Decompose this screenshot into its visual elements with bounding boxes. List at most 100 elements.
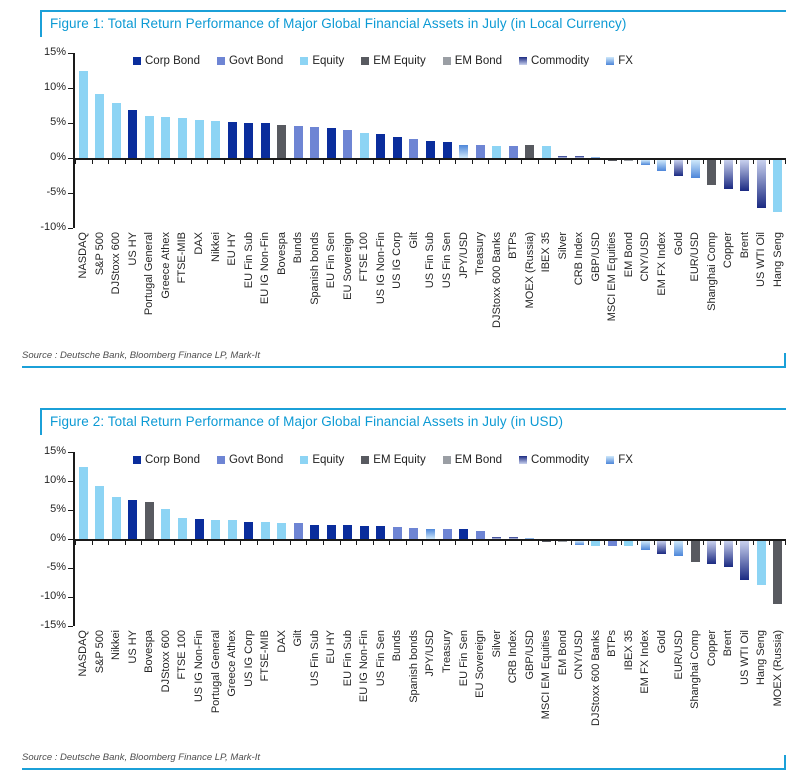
bar-djstoxx-600	[111, 103, 121, 158]
x-axis-label-text: Treasury	[441, 630, 454, 673]
legend-swatch-corp-icon	[133, 57, 141, 65]
x-axis-label-s-p-500: S&P 500	[92, 630, 109, 744]
bar-gbp-usd	[525, 538, 535, 539]
x-axis-label-us-fin-sen: US Fin Sen	[439, 232, 456, 346]
figure-1-plot-area: Corp Bond Govt Bond Equity EM Equity EM Bond…	[68, 52, 786, 229]
bar-greece-athex	[161, 116, 171, 158]
x-tick	[372, 160, 374, 164]
x-axis-label-text: Copper	[705, 630, 718, 667]
bar-treasury	[442, 528, 452, 539]
x-axis-label-text: US IG Corp	[391, 232, 404, 289]
x-axis-label-spanish-bonds: Spanish bonds	[406, 630, 423, 744]
y-tick-label: 15%	[43, 46, 66, 58]
bar-shanghai-comp	[707, 160, 717, 186]
bar-silver	[558, 155, 568, 158]
bar-us-fin-sub	[426, 140, 435, 158]
x-tick	[91, 160, 93, 164]
legend-swatch-em_equity-icon	[361, 456, 370, 464]
x-axis-label-text: Spanish bonds	[308, 232, 321, 305]
legend-label: FX	[618, 454, 633, 466]
x-axis-label-gilt: Gilt	[406, 232, 423, 346]
x-tick	[306, 541, 308, 545]
y-tick	[68, 596, 73, 598]
x-axis-label-djstoxx-600: DJStoxx 600	[158, 630, 175, 744]
x-axis-label-text: US IG Non-Fin	[193, 630, 205, 703]
legend-swatch-corp-icon	[133, 456, 141, 464]
bar-brent	[723, 541, 733, 567]
x-tick	[323, 541, 325, 545]
x-tick	[108, 160, 110, 164]
bar-spanish-bonds	[310, 126, 320, 158]
x-axis-label-text: EU Fin Sen	[325, 232, 338, 289]
x-axis-label-text: US HY	[126, 232, 139, 266]
x-tick	[108, 541, 110, 545]
x-axis-label-gilt: Gilt	[290, 630, 307, 744]
x-tick	[207, 160, 209, 164]
x-tick	[157, 541, 159, 545]
bar-hang-seng	[773, 160, 783, 212]
legend-swatch-equity-icon	[300, 57, 309, 65]
x-axis-label-text: JPY/USD	[457, 232, 470, 279]
bar-treasury	[475, 145, 485, 158]
x-tick	[637, 160, 639, 164]
x-axis-label-text: US IG Non-Fin	[374, 232, 387, 305]
legend-swatch-commodity-icon	[519, 57, 528, 65]
bar-us-fin-sen	[376, 525, 386, 539]
x-axis-label-msci-em-equities: MSCI EM Equities	[538, 630, 555, 744]
y-tick-label: 15%	[43, 445, 66, 457]
x-axis-label-text: Silver	[490, 630, 503, 658]
x-axis-label-eur-usd: EUR/USD	[670, 630, 687, 744]
x-axis-label-text: Copper	[722, 232, 735, 269]
legend-swatch-equity-icon	[300, 456, 309, 464]
x-axis-label-treasury: Treasury	[439, 630, 456, 744]
x-axis-line	[75, 539, 786, 541]
bar-em-fx-index	[640, 541, 650, 551]
bar-msci-em-equities	[541, 541, 551, 542]
legend-label: Commodity	[531, 55, 590, 67]
x-tick	[785, 160, 786, 164]
x-axis-label-text: S&P 500	[93, 630, 106, 674]
x-tick	[620, 160, 622, 164]
bar-crb-index	[508, 537, 518, 539]
bar-djstoxx-600-banks	[492, 146, 502, 158]
x-axis-label-s-p-500: S&P 500	[92, 232, 109, 346]
legend-label: Govt Bond	[228, 454, 284, 466]
x-axis-label-crb-index: CRB Index	[505, 630, 522, 744]
x-axis-label-text: Bunds	[391, 630, 404, 662]
bar-ftse-100	[177, 518, 187, 539]
x-tick	[289, 160, 291, 164]
x-tick	[289, 541, 291, 545]
x-axis-label-us-ig-corp: US IG Corp	[389, 232, 406, 346]
x-axis-label-text: FTSE 100	[358, 232, 371, 282]
x-axis-label-btps: BTPs	[505, 232, 522, 346]
legend-item-em_bond: EM Bond	[442, 55, 502, 67]
y-tick	[68, 625, 73, 627]
x-axis-label-text: BTPs	[606, 630, 619, 657]
x-axis-label-text: Spanish bonds	[407, 630, 420, 703]
bar-msci-em-equities	[607, 160, 617, 161]
x-axis-label-eur-usd: EUR/USD	[687, 232, 704, 346]
x-tick	[471, 160, 473, 164]
bar-gbp-usd	[591, 157, 601, 158]
bar-eu-ig-non-fin	[359, 525, 369, 539]
x-axis-label-ftse-100: FTSE 100	[356, 232, 373, 346]
x-tick	[670, 541, 672, 545]
x-axis-label-text: Nikkei	[209, 232, 222, 262]
x-axis-label-moex-russia: MOEX (Russia)	[521, 232, 538, 346]
x-tick	[323, 160, 325, 164]
x-axis-label-text: US IG Corp	[242, 630, 255, 687]
x-axis-label-greece-athex: Greece Athex	[224, 630, 241, 744]
bar-copper	[707, 541, 717, 564]
legend-swatch-govt-icon	[216, 456, 225, 464]
x-axis-label-text: GBP/USD	[589, 232, 602, 282]
x-tick	[785, 541, 786, 545]
y-tick	[68, 538, 73, 540]
legend-swatch-em_bond-icon	[442, 456, 451, 464]
x-axis-label-us-hy: US HY	[125, 630, 142, 744]
x-tick	[571, 541, 573, 545]
x-axis-label-text: Portugal General	[143, 232, 156, 316]
x-axis-label-text: DAX	[275, 630, 288, 653]
x-axis-label-bovespa: Bovespa	[273, 232, 290, 346]
legend-swatch-em_equity-icon	[361, 57, 370, 65]
y-tick	[68, 227, 73, 229]
